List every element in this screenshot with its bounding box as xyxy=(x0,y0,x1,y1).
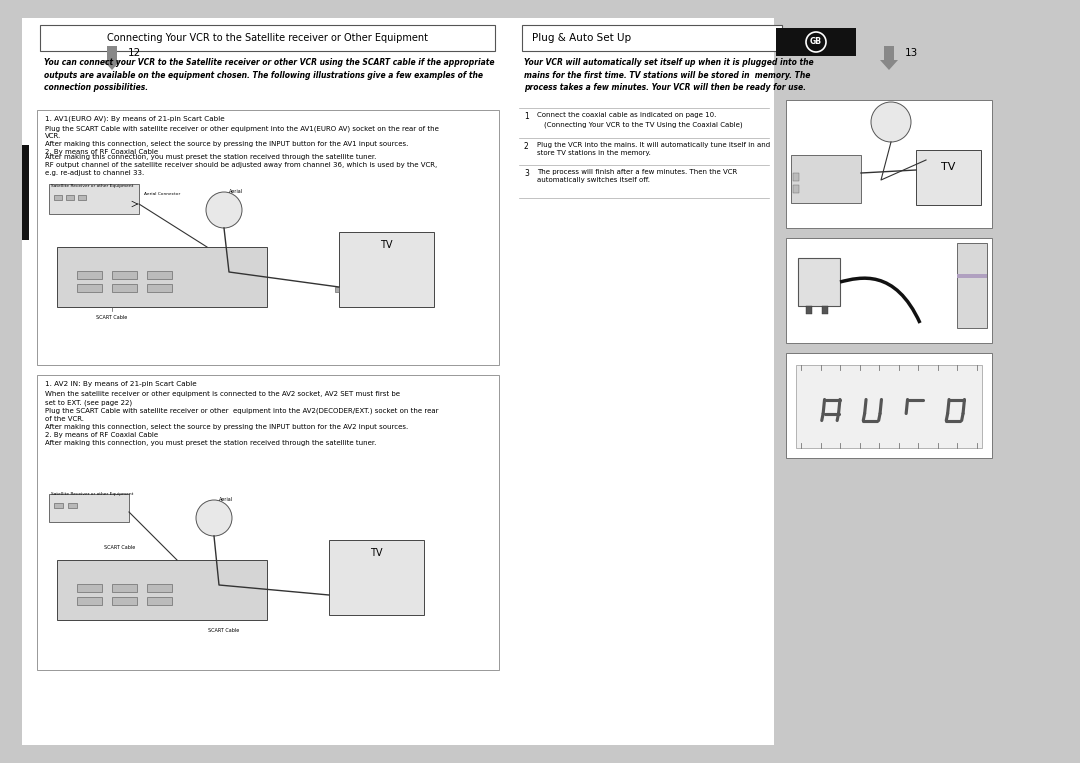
Bar xyxy=(339,232,434,307)
Text: 3: 3 xyxy=(524,169,529,178)
Text: Plug the VCR into the mains. It will automatically tune itself in and
store TV s: Plug the VCR into the mains. It will aut… xyxy=(537,142,770,156)
Bar xyxy=(112,597,137,605)
Bar xyxy=(329,540,424,615)
Bar xyxy=(57,247,267,307)
Bar xyxy=(335,287,339,292)
Bar xyxy=(57,560,267,620)
Bar xyxy=(957,243,987,328)
Text: Satellite Receiver or other Equipment: Satellite Receiver or other Equipment xyxy=(51,184,133,188)
Text: After making this connection, you must preset the station received through the s: After making this connection, you must p… xyxy=(45,154,437,176)
Bar xyxy=(806,306,812,314)
Text: TV: TV xyxy=(942,162,956,172)
Bar xyxy=(774,18,1004,745)
FancyArrow shape xyxy=(103,46,121,70)
Text: SCART Cable: SCART Cable xyxy=(104,545,135,550)
Bar xyxy=(793,185,799,193)
Bar xyxy=(798,258,840,306)
Text: The process will finish after a few minutes. Then the VCR
automatically switches: The process will finish after a few minu… xyxy=(537,169,738,183)
Bar xyxy=(786,238,993,343)
Text: Aerial: Aerial xyxy=(229,189,243,194)
Bar xyxy=(786,353,993,458)
Bar xyxy=(522,25,782,51)
Bar xyxy=(147,271,172,279)
Text: 2: 2 xyxy=(524,142,529,151)
Bar xyxy=(112,584,137,592)
Bar xyxy=(786,100,993,228)
Text: Plug & Auto Set Up: Plug & Auto Set Up xyxy=(532,33,631,43)
Bar xyxy=(54,503,63,508)
Bar xyxy=(916,150,981,205)
Bar xyxy=(514,18,774,745)
Bar xyxy=(22,145,29,240)
Text: 1. AV1(EURO AV): By means of 21-pin Scart Cable: 1. AV1(EURO AV): By means of 21-pin Scar… xyxy=(45,116,225,123)
Text: You can connect your VCR to the Satellite receiver or other VCR using the SCART : You can connect your VCR to the Satellit… xyxy=(44,58,495,92)
Bar xyxy=(791,155,861,203)
FancyArrow shape xyxy=(880,46,897,70)
Text: 12: 12 xyxy=(127,48,140,58)
Bar xyxy=(77,597,102,605)
Text: When the satellite receiver or other equipment is connected to the AV2 socket, A: When the satellite receiver or other equ… xyxy=(45,391,438,446)
Bar xyxy=(68,503,77,508)
Bar xyxy=(78,195,86,200)
Text: Connect the coaxial cable as indicated on page 10.: Connect the coaxial cable as indicated o… xyxy=(537,112,716,118)
Bar xyxy=(147,584,172,592)
Bar xyxy=(112,284,137,292)
Bar xyxy=(793,173,799,181)
Bar xyxy=(777,28,856,56)
Text: 1. AV2 IN: By means of 21-pin Scart Cable: 1. AV2 IN: By means of 21-pin Scart Cabl… xyxy=(45,381,197,387)
Bar xyxy=(77,584,102,592)
Text: Aerial Connector: Aerial Connector xyxy=(144,192,180,196)
Bar xyxy=(40,25,495,51)
Circle shape xyxy=(870,102,912,142)
Bar xyxy=(957,274,987,278)
Bar xyxy=(0,0,22,763)
Text: Plug the SCART Cable with satellite receiver or other equipment into the AV1(EUR: Plug the SCART Cable with satellite rece… xyxy=(45,126,438,133)
Text: Satellite Receiver or other Equipment: Satellite Receiver or other Equipment xyxy=(51,492,133,496)
Bar xyxy=(49,494,129,522)
Text: 13: 13 xyxy=(904,48,918,58)
Text: Aerial: Aerial xyxy=(219,497,233,502)
Text: Connecting Your VCR to the Satellite receiver or Other Equipment: Connecting Your VCR to the Satellite rec… xyxy=(107,33,428,43)
Text: 1: 1 xyxy=(524,112,529,121)
Bar xyxy=(22,18,514,745)
Circle shape xyxy=(195,500,232,536)
Text: GB: GB xyxy=(810,37,822,47)
Bar xyxy=(147,284,172,292)
Bar xyxy=(54,195,62,200)
Circle shape xyxy=(206,192,242,228)
Bar xyxy=(822,306,828,314)
Text: (Connecting Your VCR to the TV Using the Coaxial Cable): (Connecting Your VCR to the TV Using the… xyxy=(544,122,743,128)
Bar xyxy=(66,195,75,200)
Text: SCART Cable: SCART Cable xyxy=(208,628,240,633)
Bar xyxy=(112,271,137,279)
Text: Your VCR will automatically set itself up when it is plugged into the
mains for : Your VCR will automatically set itself u… xyxy=(524,58,813,92)
Bar xyxy=(49,184,139,214)
Bar xyxy=(37,375,499,670)
Bar xyxy=(77,271,102,279)
Bar xyxy=(77,284,102,292)
Bar xyxy=(147,597,172,605)
Bar xyxy=(37,110,499,365)
Bar xyxy=(796,365,982,448)
Text: VCR.
After making this connection, select the source by pressing the INPUT butto: VCR. After making this connection, selec… xyxy=(45,133,408,155)
Text: SCART Cable: SCART Cable xyxy=(96,315,127,320)
Text: TV: TV xyxy=(380,240,393,250)
Text: TV: TV xyxy=(370,548,382,558)
